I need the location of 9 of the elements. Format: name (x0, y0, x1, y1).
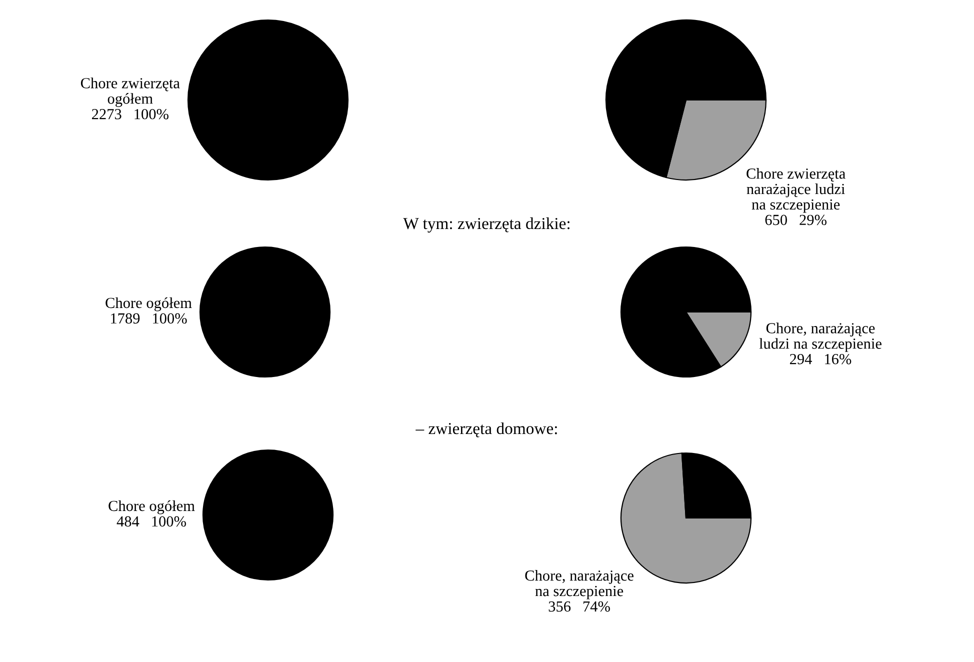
slice-label: Chore zwierzęta ogółem 2273 100% (80, 78, 180, 120)
pie-slice (620, 246, 752, 378)
slice-label: Chore zwierzęta narażające ludzi na szczepienie 650 29% (746, 168, 846, 226)
slice-label: Chore, narażające na szczepienie 356 74% (525, 570, 634, 612)
text: – zwierzęta domowe: (416, 422, 557, 438)
text: W tym: zwierzęta dzikie: (403, 217, 570, 233)
slice-label: Chore ogółem 484 100% (108, 500, 195, 527)
slice-label: Chore, narażające ludzi na szczepienie 294 16% (759, 322, 882, 364)
slice-label: Chore ogółem 1789 100% (106, 297, 192, 324)
